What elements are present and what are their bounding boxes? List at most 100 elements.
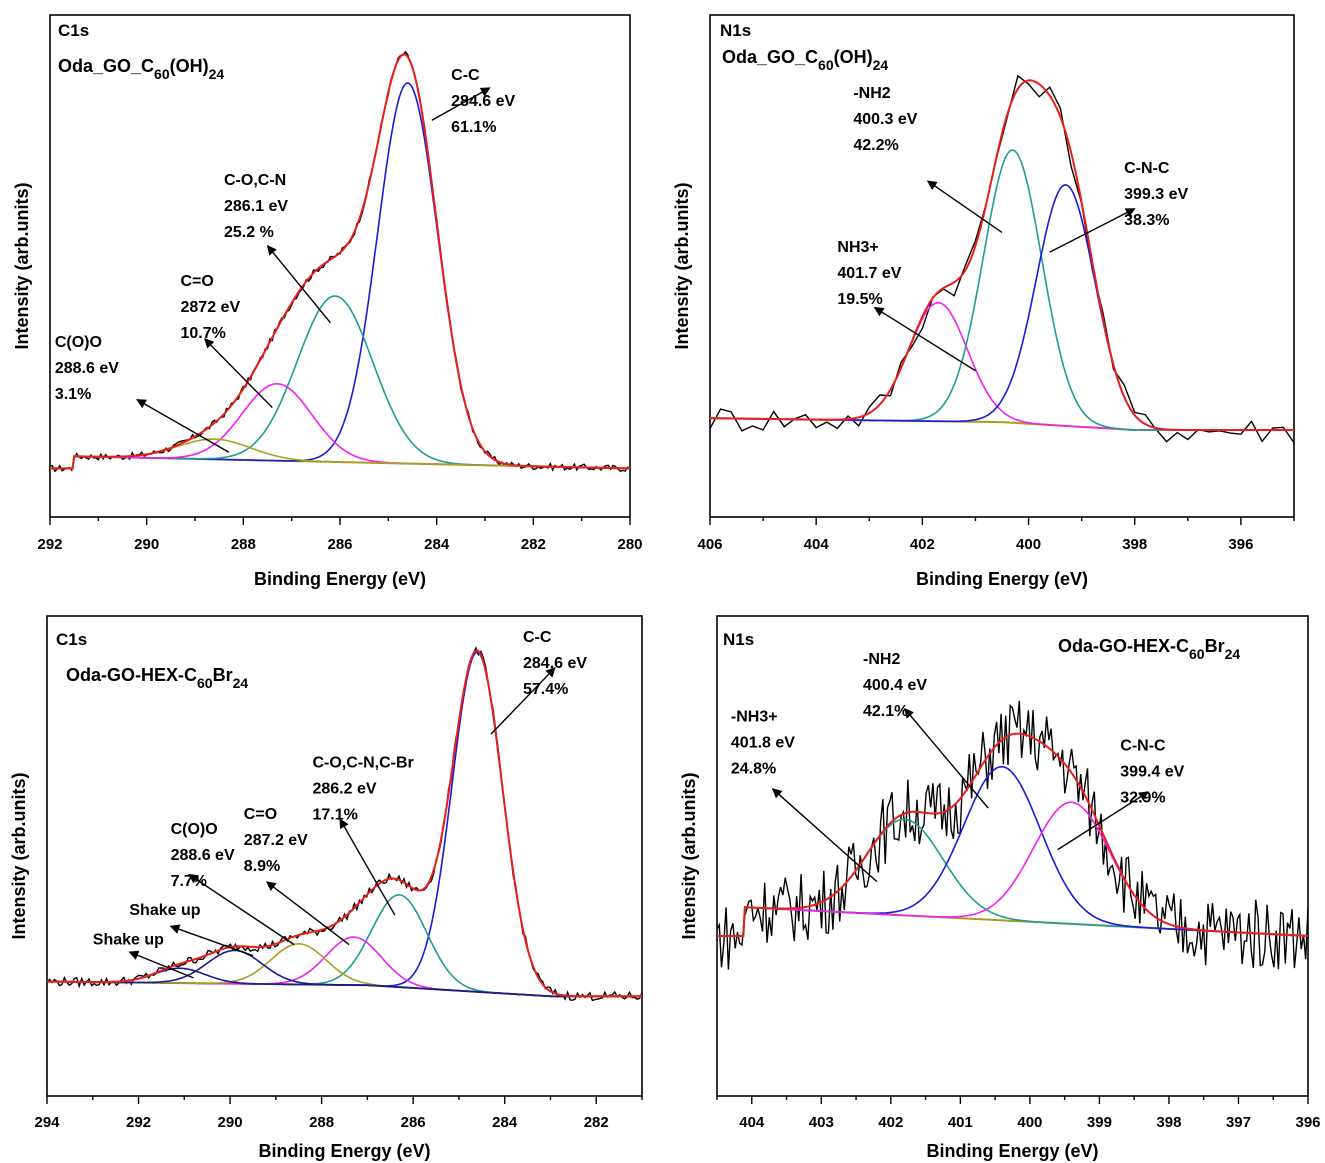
peak-annotation: C-C 284.6 eV 61.1% — [451, 67, 515, 136]
x-tick-label: 404 — [739, 1114, 765, 1131]
annotation-arrow — [1049, 208, 1136, 253]
annotation-arrow — [266, 244, 331, 324]
x-tick-label: 400 — [1016, 536, 1041, 553]
plot-frame — [49, 14, 631, 518]
plot-frame — [709, 14, 1295, 518]
plot-frame — [716, 615, 1309, 1097]
peak-annotation: Shake up — [93, 932, 164, 949]
fit-envelope — [717, 732, 1308, 937]
x-tick-label: 403 — [809, 1114, 834, 1131]
x-tick-label: 402 — [910, 536, 935, 553]
panel-label: C1s — [56, 630, 87, 649]
annotation-arrow — [169, 924, 254, 957]
raw-spectrum — [47, 646, 642, 1002]
x-tick-label: 396 — [1228, 536, 1253, 553]
peak-annotation: C-O,C-N 286.1 eV 25.2 % — [224, 172, 288, 241]
annotation-arrow — [339, 818, 396, 916]
peak-annotation: C-N-C 399.4 eV 32.9% — [1120, 737, 1184, 806]
peak-annotation: C-N-C 399.3 eV 38.3% — [1124, 160, 1188, 229]
x-tick-label: 290 — [218, 1114, 243, 1131]
component-peak-c-n-c — [717, 801, 1308, 937]
x-tick-label: 290 — [134, 536, 159, 553]
x-tick-label: 397 — [1226, 1114, 1251, 1131]
component-peak-c-c — [50, 82, 630, 470]
x-tick-label: 398 — [1156, 1114, 1181, 1131]
x-tick-label: 292 — [126, 1114, 151, 1131]
component-peak--nh2 — [710, 149, 1294, 431]
x-tick-label: 396 — [1295, 1114, 1320, 1131]
raw-spectrum — [717, 700, 1308, 970]
y-axis-title: Intensity (arb.units) — [9, 772, 29, 939]
fit-envelope — [47, 649, 642, 998]
x-tick-label: 282 — [521, 536, 546, 553]
sample-name: Oda-GO-HEX-C60Br24 — [66, 665, 248, 691]
x-tick-label: 288 — [231, 536, 256, 553]
panel-label: C1s — [58, 21, 89, 40]
x-tick-label: 402 — [878, 1114, 903, 1131]
panel-label: N1s — [720, 21, 751, 40]
x-tick-label: 280 — [617, 536, 642, 553]
component-peak-c-o-o — [47, 942, 642, 998]
sample-name: Oda_GO_C60(OH)24 — [722, 47, 888, 73]
x-tick-label: 400 — [1017, 1114, 1042, 1131]
x-tick-label: 286 — [327, 536, 352, 553]
x-tick-label: 288 — [309, 1114, 334, 1131]
plot-frame — [46, 615, 643, 1097]
x-tick-label: 399 — [1087, 1114, 1112, 1131]
sample-name: Oda_GO_C60(OH)24 — [58, 56, 224, 82]
x-tick-label: 284 — [492, 1114, 518, 1131]
x-axis-title: Binding Energy (eV) — [926, 1141, 1098, 1161]
x-tick-label: 401 — [948, 1114, 973, 1131]
annotation-arrow — [771, 788, 878, 883]
peak-annotation: C=O 287.2 eV 8.9% — [244, 806, 308, 875]
annotation-arrow — [203, 338, 273, 409]
x-axis-title: Binding Energy (eV) — [916, 569, 1088, 589]
raw-spectrum — [50, 50, 630, 473]
y-axis-title: Intensity (arb.units) — [679, 772, 699, 939]
component-peak-nh3- — [710, 301, 1294, 431]
panel-label: N1s — [723, 630, 754, 649]
x-tick-label: 406 — [697, 536, 722, 553]
peak-annotation: C(O)O 288.6 eV 7.7% — [171, 821, 235, 890]
sample-name: Oda-GO-HEX-C60Br24 — [1058, 636, 1240, 662]
x-tick-label: 292 — [37, 536, 62, 553]
annotation-arrow — [1057, 791, 1149, 851]
x-axis-title: Binding Energy (eV) — [258, 1141, 430, 1161]
x-tick-label: 286 — [401, 1114, 426, 1131]
xps-panel-3: 294 292 290 288 286 284 282 Binding Energy (eV)… — [9, 615, 643, 1161]
y-axis-title: Intensity (arb.units) — [12, 182, 32, 349]
annotation-arrow — [926, 180, 1003, 233]
y-axis-title: Intensity (arb.units) — [672, 182, 692, 349]
annotation-arrow — [431, 87, 491, 121]
peak-annotation: C=O 2872 eV 10.7% — [181, 273, 241, 342]
xps-panel-1: 292 290 288 286 284 282 280 Binding Energy (eV)… — [12, 14, 643, 589]
component-peak-c-o-c-n — [50, 295, 630, 470]
peak-annotation: C-O,C-N,C-Br 286.2 eV 17.1% — [312, 754, 413, 823]
fit-envelope — [50, 53, 630, 470]
peak-annotation: NH3+ 401.7 eV 19.5% — [837, 239, 901, 308]
peak-annotation: -NH2 400.3 eV 42.2% — [853, 85, 917, 154]
peak-annotation: Shake up — [129, 902, 200, 919]
annotation-arrow — [904, 708, 989, 809]
annotation-arrow — [873, 306, 976, 372]
fit-envelope — [710, 79, 1294, 431]
x-axis-title: Binding Energy (eV) — [254, 569, 426, 589]
x-tick-label: 294 — [34, 1114, 60, 1131]
x-tick-label: 282 — [584, 1114, 609, 1131]
peak-annotation: -NH3+ 401.8 eV 24.8% — [731, 709, 795, 778]
xps-panel-4: 404 403 402 401 400 399 398 397 396 Binding Energ… — [679, 615, 1321, 1161]
peak-annotation: C(O)O 288.6 eV 3.1% — [55, 334, 119, 403]
x-tick-label: 404 — [804, 536, 830, 553]
component-peak-c-o-o — [50, 438, 630, 470]
annotation-arrow — [490, 666, 556, 735]
annotation-arrow — [136, 398, 230, 453]
x-tick-label: 284 — [424, 536, 450, 553]
xps-panel-2: 406 404 402 400 398 396 Binding Energy (eV) Int… — [672, 14, 1295, 589]
peak-annotation: -NH2 400.4 eV 42.1% — [863, 651, 927, 720]
annotation-arrow — [188, 873, 295, 946]
annotation-arrow — [265, 881, 350, 946]
x-tick-label: 398 — [1122, 536, 1147, 553]
peak-annotation: C-C 284.6 eV 57.4% — [523, 629, 587, 698]
component-peak-c-n-c — [710, 183, 1294, 431]
